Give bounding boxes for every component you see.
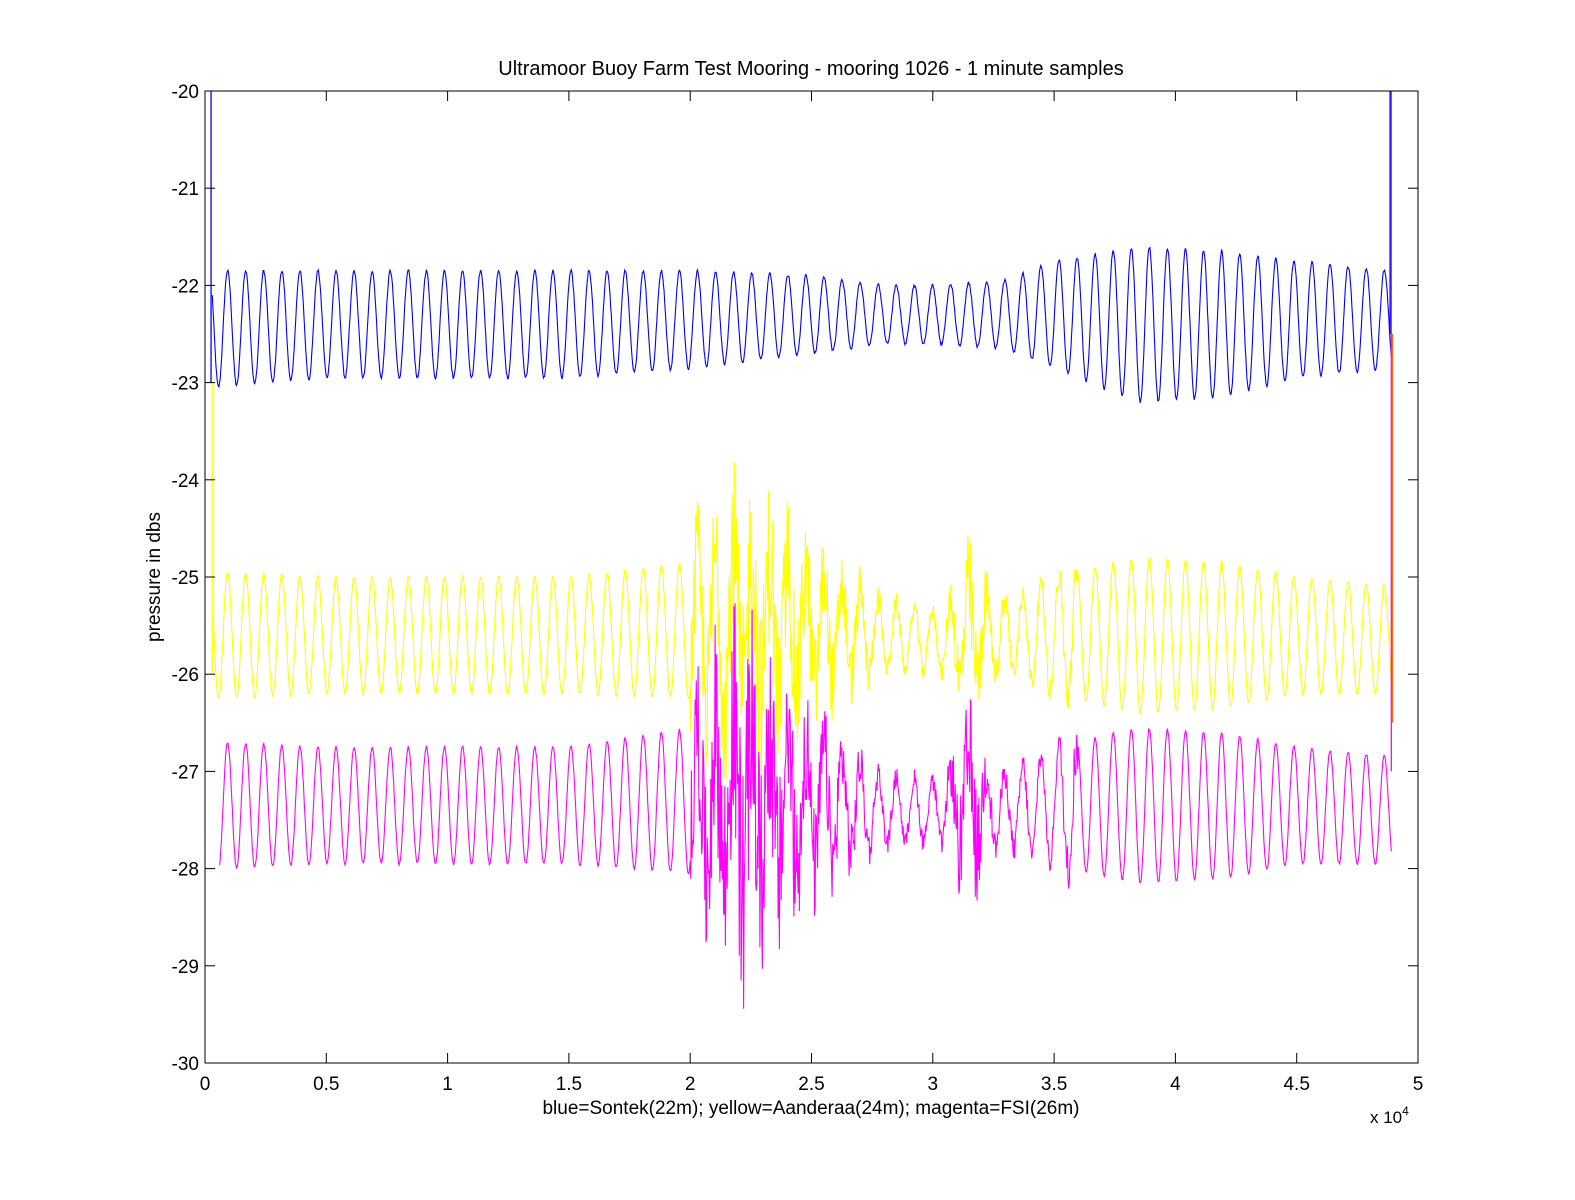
y-tick-label: -30 [172,1054,199,1075]
y-tick-label: -28 [172,860,199,881]
x-tick-label: 1 [442,1074,453,1095]
series-line-2 [219,603,1392,1009]
x-tick-label: 5 [1413,1074,1424,1095]
y-tick-label: -27 [172,762,199,783]
y-tick-label: -26 [172,665,199,686]
x-axis-multiplier: x 104 [1370,1104,1409,1127]
x-tick-label: 4 [1170,1074,1181,1095]
x-tick-label: 0.5 [313,1074,339,1095]
x-axis-multiplier-base: x 10 [1370,1108,1402,1127]
series-line-0 [211,246,1392,404]
y-tick-label: -23 [172,374,199,395]
y-tick-label: -21 [172,179,199,200]
y-tick-label: -22 [172,276,199,297]
y-tick-label: -29 [172,957,199,978]
y-tick-label: -24 [172,471,200,492]
x-axis-label: blue=Sontek(22m); yellow=Aanderaa(24m); … [542,1098,1079,1119]
y-tick-label: -20 [172,82,199,103]
x-tick-label: 3.5 [1041,1074,1067,1095]
x-tick-label: 3 [928,1074,939,1095]
x-tick-label: 1.5 [556,1074,582,1095]
y-tick-label: -25 [172,568,199,589]
x-axis-multiplier-power: 4 [1402,1104,1409,1118]
series-layer [210,91,1394,1009]
x-tick-label: 4.5 [1283,1074,1309,1095]
x-axis: 0 0.5 1 1.5 2 2.5 3 3.5 4 4.5 5 [200,91,1424,1095]
x-tick-label: 2.5 [798,1074,824,1095]
series-line-1 [211,462,1392,784]
plot-frame [204,90,1419,1064]
chart-title: Ultramoor Buoy Farm Test Mooring - moori… [498,58,1123,80]
x-tick-label: 0 [200,1074,211,1095]
y-axis-label: pressure in dbs [144,512,165,642]
y-axis: -20 -21 -22 -23 -24 -25 -26 -27 -28 -29 -30 [172,82,1418,1075]
x-tick-label: 2 [685,1074,696,1095]
